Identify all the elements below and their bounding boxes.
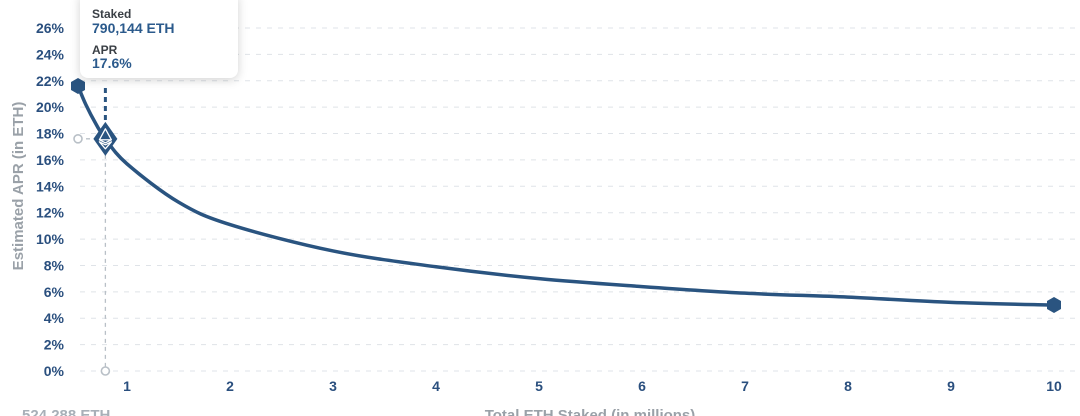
markers: [71, 78, 1061, 314]
grid-lines: [80, 27, 1076, 372]
x-tick-label: 4: [432, 378, 440, 394]
y-tick-label: 14%: [36, 178, 65, 194]
y-tick-label: 8%: [44, 257, 65, 273]
x-tick-label: 7: [741, 378, 749, 394]
x-guide-end-dot: [100, 366, 111, 376]
x-axis-title: Total ETH Staked (in millions): [485, 407, 696, 416]
highlight-guides: [73, 88, 111, 376]
x-tick-label: 2: [226, 378, 234, 394]
y-tick-label: 12%: [36, 205, 65, 221]
tooltip-apr-value: 17.6%: [92, 55, 132, 71]
y-tick-label: 0%: [44, 363, 65, 379]
x-tick-label: 8: [844, 378, 852, 394]
tooltip-apr-label: APR: [92, 43, 118, 57]
y-tick-label: 24%: [36, 46, 65, 62]
x-axis-ticks: 1 2 3 4 5 6 7 8 9 10: [123, 378, 1062, 394]
x-tick-label: 3: [329, 378, 337, 394]
y-tick-label: 2%: [44, 337, 65, 353]
y-tick-label: 26%: [36, 20, 65, 36]
series-end-marker: [1047, 297, 1061, 314]
series-start-marker: [71, 78, 85, 95]
y-tick-label: 6%: [44, 284, 65, 300]
y-tick-label: 20%: [36, 99, 65, 115]
y-guide-end-dot: [73, 134, 83, 144]
x-tick-label: 9: [947, 378, 955, 394]
x-tick-label: 10: [1046, 378, 1062, 394]
y-axis-title: Estimated APR (in ETH): [10, 102, 27, 271]
y-tick-label: 16%: [36, 152, 65, 168]
y-tick-label: 22%: [36, 73, 65, 89]
eth-icon: [98, 128, 113, 150]
y-axis-ticks: 0% 2% 4% 6% 8% 10% 12% 14% 16% 18% 20% 22% 24% 26%: [36, 20, 65, 379]
y-tick-label: 4%: [44, 310, 65, 326]
x-tick-label: 1: [123, 378, 131, 394]
x-min-label: 524,288 ETH: [22, 407, 110, 416]
y-tick-label: 10%: [36, 231, 65, 247]
apr-series-line: [76, 84, 1056, 307]
series-layer: [76, 84, 1056, 307]
highlight-diamond-marker[interactable]: [93, 121, 118, 156]
data-tooltip: Staked 790,144 ETH APR 17.6%: [80, 0, 238, 78]
tooltip-staked-label: Staked: [92, 7, 132, 21]
y-tick-label: 18%: [36, 126, 65, 142]
x-tick-label: 6: [638, 378, 646, 394]
tooltip-staked-value: 790,144 ETH: [92, 20, 175, 36]
x-tick-label: 5: [535, 378, 543, 394]
